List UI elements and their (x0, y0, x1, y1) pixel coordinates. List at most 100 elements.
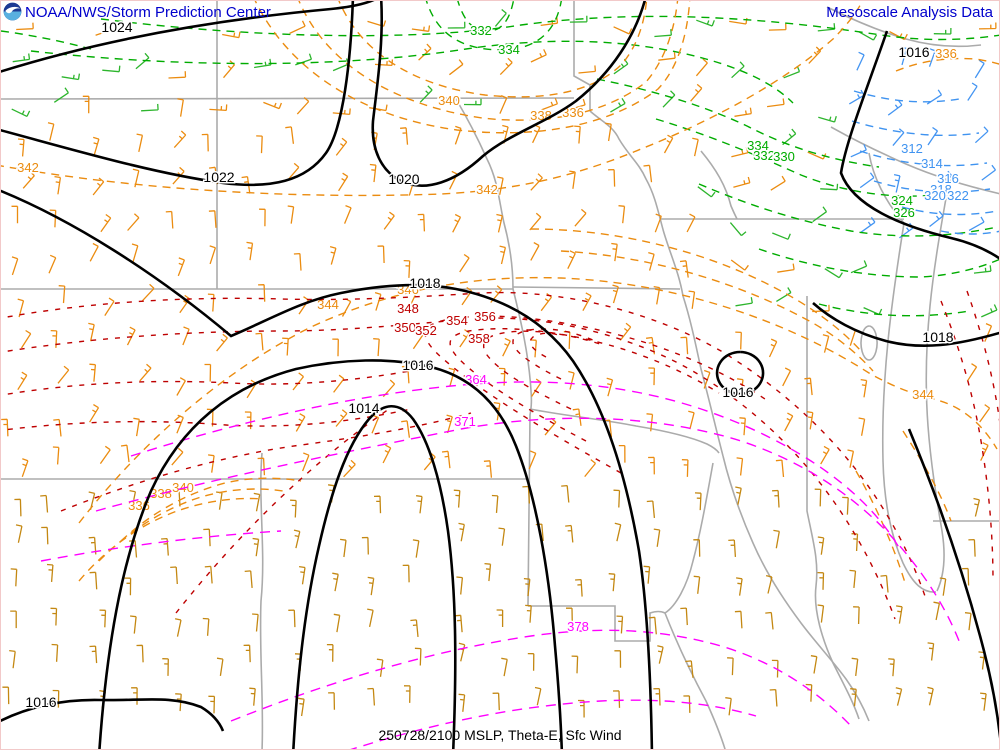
wind-barb (648, 456, 655, 475)
wind-barb (244, 570, 253, 588)
wind-barb (174, 618, 182, 637)
wind-barb (926, 89, 943, 105)
wind-barb (783, 65, 801, 79)
contour-label: 1016 (402, 357, 433, 373)
wind-barb (731, 146, 749, 158)
wind-barb (447, 21, 466, 29)
theta-e-contour (853, 90, 960, 103)
wind-barb (369, 163, 377, 183)
wind-barb (492, 692, 500, 711)
wind-barb (243, 644, 251, 663)
wind-barb (814, 488, 822, 507)
wind-barb (568, 370, 575, 390)
wind-barb (528, 450, 537, 470)
wind-barb (858, 417, 866, 436)
wind-barb (361, 536, 369, 555)
wind-barb (335, 137, 348, 156)
state-border (806, 296, 860, 720)
wind-barb (896, 605, 903, 624)
state-border (830, 126, 999, 195)
wind-barb (643, 565, 651, 584)
wind-barb (768, 338, 778, 358)
wind-barb (287, 205, 295, 224)
wind-barb (544, 417, 557, 436)
wind-barb (614, 522, 622, 542)
wind-barb (734, 107, 752, 117)
wind-barb (736, 457, 744, 476)
wind-barb (52, 689, 60, 708)
wind-barb (782, 367, 792, 387)
wind-barb (735, 297, 753, 307)
wind-barb (683, 695, 691, 713)
theta-e-contour (95, 417, 962, 647)
wind-barb (403, 259, 411, 278)
wind-barb (411, 25, 431, 32)
wind-barb (575, 578, 583, 597)
wind-barb (613, 26, 633, 35)
wind-barb (130, 615, 137, 634)
wind-barb (11, 205, 19, 224)
wind-barb (968, 216, 985, 231)
wind-barb (964, 612, 972, 631)
wind-barb (804, 377, 813, 396)
wind-barb (182, 326, 190, 346)
contour-label: 1022 (203, 169, 234, 185)
mslp-contour (839, 30, 999, 260)
wind-barb (530, 49, 547, 63)
wind-barb (203, 528, 211, 547)
page-title-link[interactable]: NOAA/NWS/Storm Prediction Center (25, 4, 271, 21)
wind-barb (686, 213, 696, 233)
wind-barb (541, 97, 559, 111)
theta-e-contour (1, 366, 432, 396)
wind-barb (618, 444, 626, 463)
noaa-logo-icon (3, 2, 22, 21)
wind-barb (928, 48, 936, 67)
state-border (573, 1, 591, 111)
wind-barb (851, 657, 859, 676)
theta-e-contour (560, 250, 874, 372)
wind-barb (525, 604, 532, 623)
wind-barb (22, 171, 35, 189)
wind-barb (571, 655, 579, 674)
wind-barb (89, 242, 99, 262)
wind-barb (614, 650, 622, 668)
wind-barb (860, 378, 868, 398)
wind-barb (377, 245, 385, 264)
wind-barb (608, 168, 616, 187)
wind-barb (889, 31, 908, 41)
wind-barb (124, 577, 132, 596)
wind-barb (401, 420, 411, 438)
wind-barb (978, 22, 997, 30)
wind-barb (725, 697, 732, 716)
wind-barb (974, 126, 989, 144)
wind-barb (52, 446, 60, 465)
wind-barb (653, 528, 661, 547)
contour-label: 316 (937, 171, 959, 186)
wind-barb (446, 414, 453, 434)
contour-label: 1016 (898, 44, 929, 60)
wind-barb (256, 135, 263, 154)
wind-barb (578, 699, 585, 718)
wind-barb (685, 660, 694, 678)
wind-barb (735, 486, 742, 505)
wind-barb (177, 98, 184, 117)
theta-e-contour (966, 290, 999, 422)
wind-barb (57, 365, 70, 384)
state-border (259, 452, 264, 749)
contour-label: 324 (891, 193, 913, 208)
wind-barb (292, 372, 305, 391)
wind-barb (728, 539, 737, 557)
wind-barb (688, 410, 695, 430)
wind-barb (374, 291, 382, 311)
wind-barb (681, 459, 689, 477)
wind-barb (141, 283, 155, 302)
wind-barb (373, 338, 380, 357)
wind-barb (605, 122, 612, 142)
wind-barb (933, 27, 952, 35)
mesoscale-analysis-data-link[interactable]: Mesoscale Analysis Data (826, 4, 993, 21)
wind-barb (95, 23, 113, 36)
contour-label: 1016 (25, 694, 56, 710)
wind-barb (565, 524, 574, 543)
theta-e-contour (758, 248, 999, 278)
